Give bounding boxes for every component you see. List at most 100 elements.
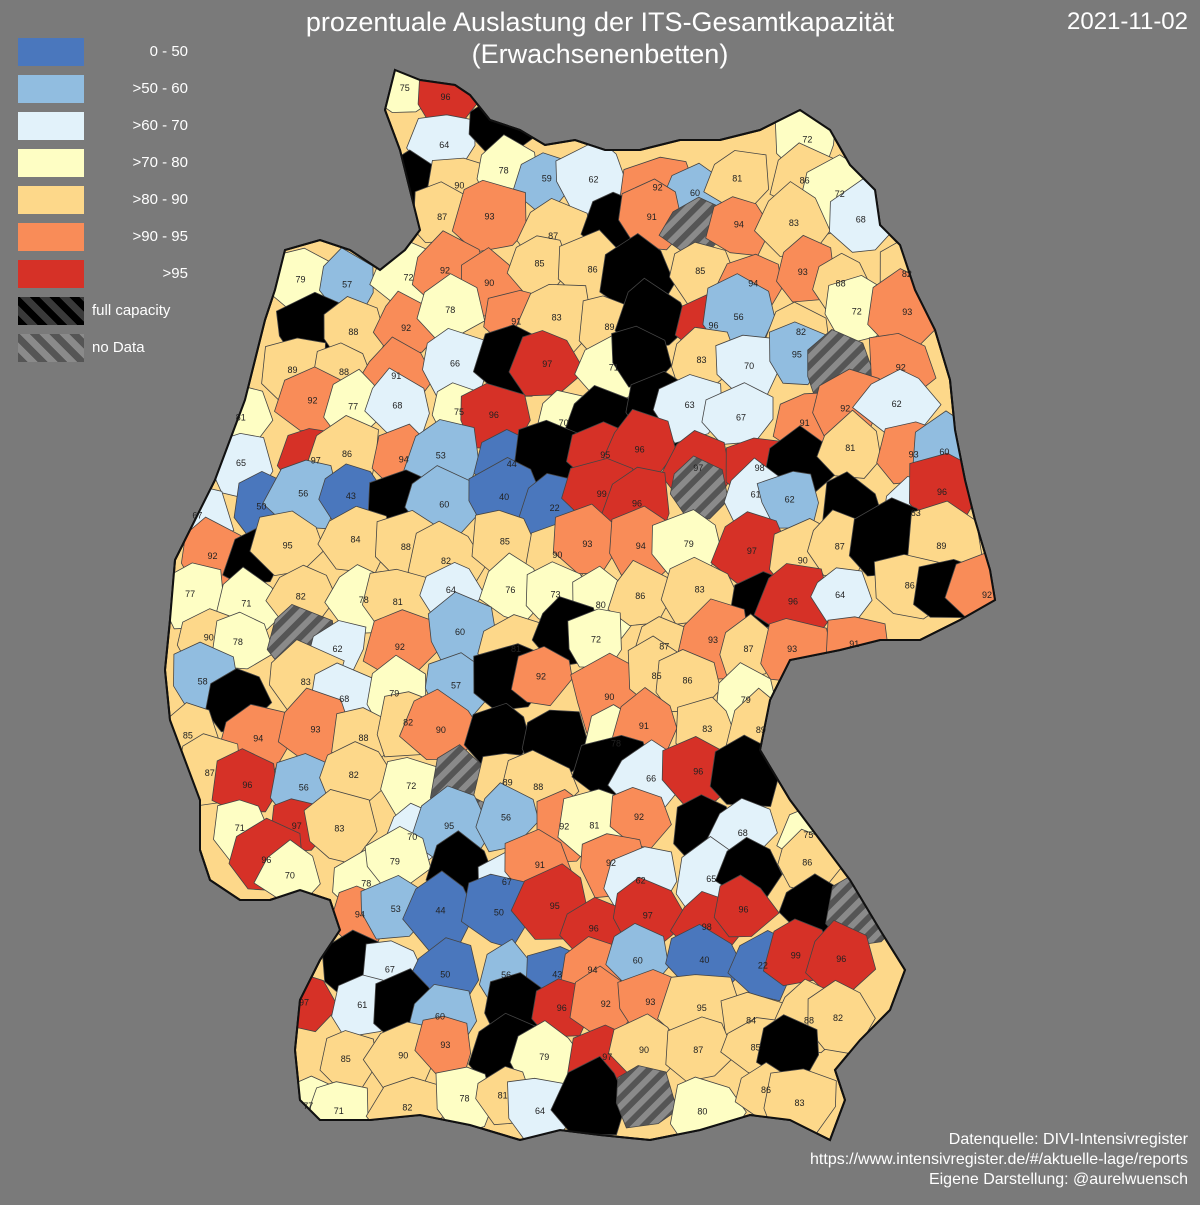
district-value: 92 <box>395 642 405 652</box>
district-value: 75 <box>454 407 464 417</box>
source-attribution: Datenquelle: DIVI-Intensivregister https… <box>810 1130 1188 1190</box>
legend-swatch <box>18 260 84 288</box>
district-value: 91 <box>647 212 657 222</box>
district-value: 56 <box>501 813 511 823</box>
district-value: 85 <box>652 671 662 681</box>
district-value: 94 <box>253 734 263 744</box>
district-value: 65 <box>706 874 716 884</box>
district-value: 90 <box>552 550 562 560</box>
district-value: 81 <box>498 1090 508 1100</box>
district-value: 91 <box>391 371 401 381</box>
district-value: 87 <box>205 768 215 778</box>
district-value: 72 <box>852 307 862 317</box>
district-value: 93 <box>582 539 592 549</box>
district-value: 92 <box>840 404 850 414</box>
district-value: 97 <box>542 359 552 369</box>
district-value: 81 <box>511 644 521 654</box>
district-value: 92 <box>653 183 663 193</box>
district-value: 92 <box>440 266 450 276</box>
legend-swatch <box>18 186 84 214</box>
district-value: 95 <box>444 821 454 831</box>
district-value: 88 <box>401 542 411 552</box>
district-value: 85 <box>341 1054 351 1064</box>
district-value: 60 <box>633 955 643 965</box>
district-value: 91 <box>511 316 521 326</box>
title-line-1: prozentuale Auslastung der ITS-Gesamtkap… <box>305 7 895 37</box>
district-value: 60 <box>435 1012 445 1022</box>
district-value: 84 <box>746 1016 756 1026</box>
district-value: 94 <box>355 909 365 919</box>
district-value: 81 <box>236 413 246 423</box>
district-value: 64 <box>446 585 456 595</box>
district-value: 92 <box>536 671 546 681</box>
district-value: 83 <box>702 724 712 734</box>
district-value: 88 <box>804 1015 814 1025</box>
district-value: 83 <box>301 677 311 687</box>
district-value: 80 <box>697 1107 707 1117</box>
district-value: 59 <box>542 174 552 184</box>
legend-item: 0 - 50 <box>18 38 188 75</box>
district-value: 93 <box>310 724 320 734</box>
district-value: 96 <box>632 499 642 509</box>
legend-swatch <box>18 223 84 251</box>
district-value: 44 <box>507 459 517 469</box>
district-value: 92 <box>606 858 616 868</box>
district-value: 96 <box>738 905 748 915</box>
district-value: 93 <box>708 635 718 645</box>
legend-label: >50 - 60 <box>132 80 188 97</box>
district-value: 70 <box>559 418 569 428</box>
source-line-3: Eigene Darstellung: @aurelwuensch <box>928 1171 1188 1188</box>
district-value: 85 <box>500 536 510 546</box>
district-value: 94 <box>399 455 409 465</box>
district-value: 57 <box>451 681 461 691</box>
district-value: 91 <box>639 721 649 731</box>
district-value: 68 <box>392 401 402 411</box>
legend-swatch <box>18 334 84 362</box>
district-value: 92 <box>401 323 411 333</box>
district-value: 82 <box>402 1102 412 1112</box>
district-value: 71 <box>334 1106 344 1116</box>
district-cell <box>944 550 995 634</box>
district-value: 86 <box>802 857 812 867</box>
district-value: 93 <box>787 644 797 654</box>
district-value: 95 <box>283 540 293 550</box>
legend-item: >90 - 95 <box>18 223 188 260</box>
district-value: 93 <box>484 212 494 222</box>
district-value: 84 <box>350 535 360 545</box>
district-value: 83 <box>695 584 705 594</box>
district-value: 96 <box>261 855 271 865</box>
district-cell <box>451 179 527 253</box>
district-value: 82 <box>349 770 359 780</box>
district-value: 64 <box>439 140 449 150</box>
district-value: 56 <box>734 312 744 322</box>
district-value: 90 <box>454 180 464 190</box>
source-line-1: Datenquelle: DIVI-Intensivregister <box>948 1131 1188 1148</box>
title-line-2: (Erwachsenenbetten) <box>471 39 729 69</box>
district-value: 81 <box>393 597 403 607</box>
district-cell <box>816 409 882 479</box>
district-value: 83 <box>789 218 799 228</box>
district-value: 78 <box>611 738 621 748</box>
district-value: 83 <box>794 1098 804 1108</box>
district-value: 56 <box>299 783 309 793</box>
district-value: 92 <box>207 551 217 561</box>
district-value: 78 <box>445 305 455 315</box>
district-value: 90 <box>204 633 214 643</box>
district-value-labels: 75 96 64 72 90 78 59 62 92 60 81 86 72 87 93 87 91 94 83 68… <box>163 68 997 1142</box>
district-value: 93 <box>909 449 919 459</box>
district-value: 88 <box>358 733 368 743</box>
district-value: 62 <box>892 399 902 409</box>
district-value: 86 <box>761 1085 771 1095</box>
legend-label: >90 - 95 <box>132 228 188 245</box>
district-value: 75 <box>400 83 410 93</box>
district-value: 68 <box>738 828 748 838</box>
district-value: 96 <box>489 410 499 420</box>
district-value: 94 <box>748 279 758 289</box>
legend-item: full capacity <box>18 297 188 334</box>
district-value: 56 <box>501 970 511 980</box>
district-value: 99 <box>597 489 607 499</box>
district-value: 96 <box>589 924 599 934</box>
legend-swatch <box>18 112 84 140</box>
